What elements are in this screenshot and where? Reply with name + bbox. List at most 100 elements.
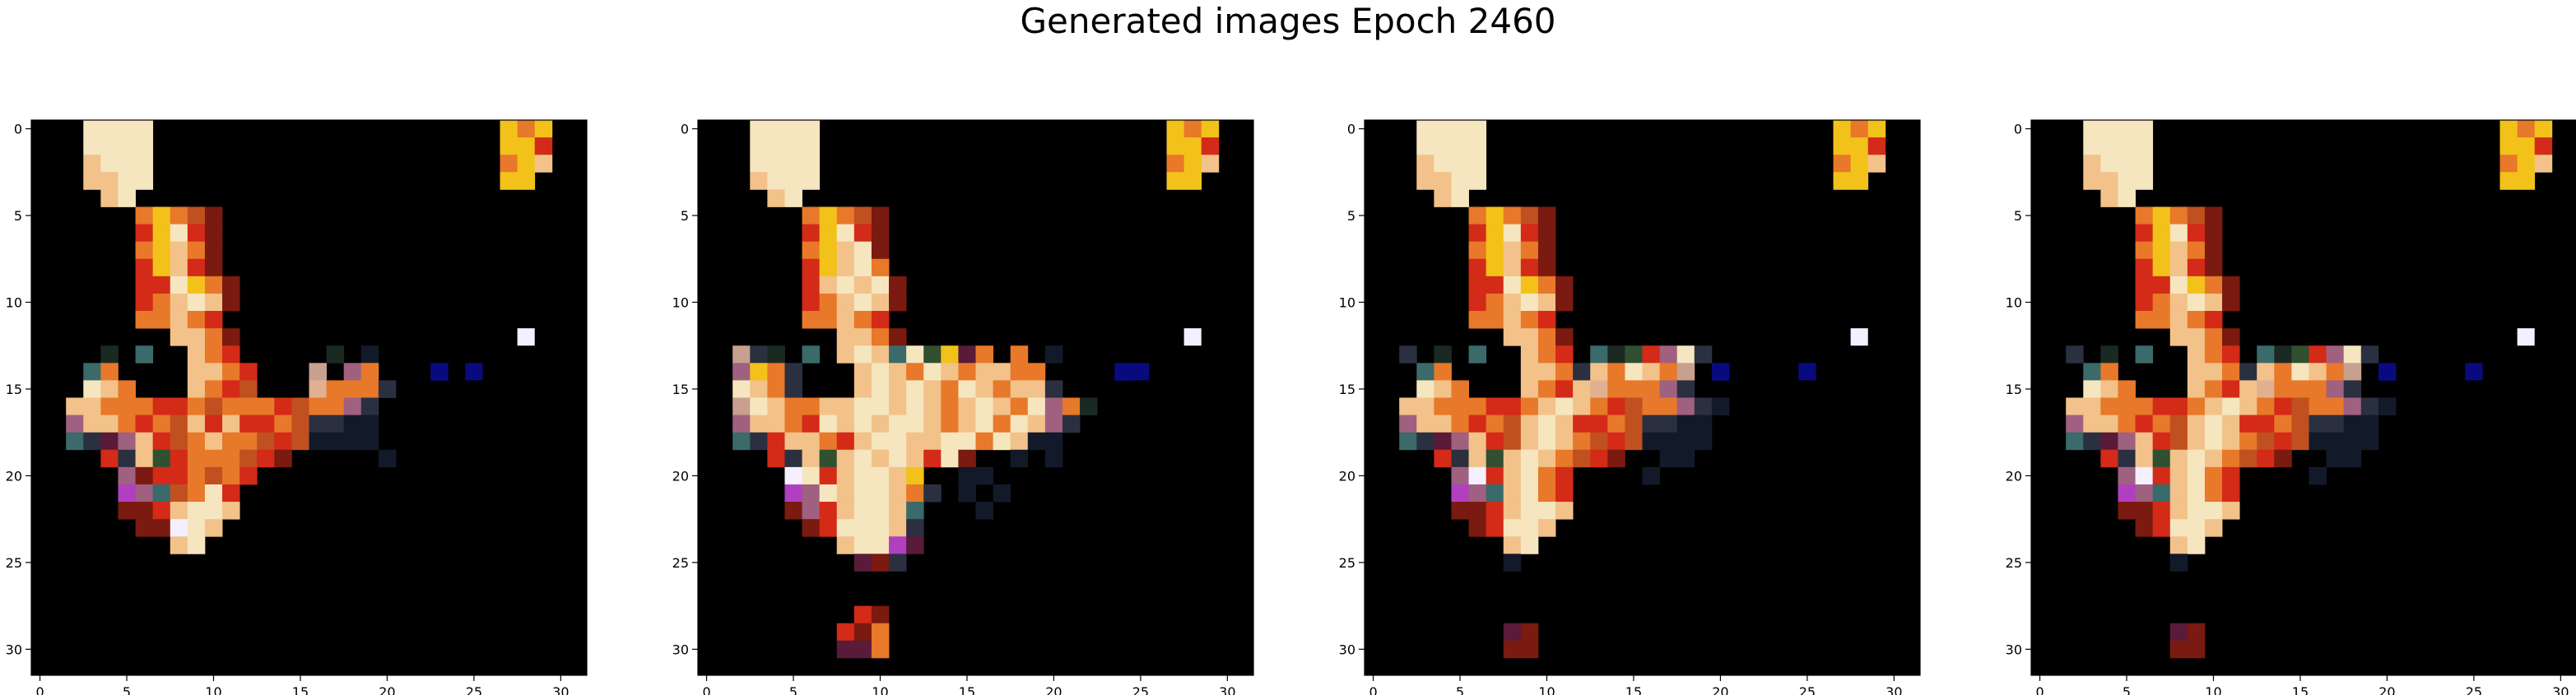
image-pixel [923,380,942,398]
image-pixel [1625,380,1643,398]
y-tick-label: 20 [1339,468,1355,484]
image-pixel [2274,380,2292,398]
image-pixel [222,328,240,346]
image-pixel [1468,519,1487,537]
image-pixel [1183,328,1202,346]
image-pixel [1590,397,1608,415]
image-pixel [1503,311,1522,329]
image-pixel [500,172,518,190]
image-pixel [1044,415,1063,433]
image-pixel [750,363,768,381]
image-pixel [1416,397,1434,415]
image-pixel [1044,397,1063,415]
image-pixel [1451,189,1469,207]
image-pixel [906,380,924,398]
image-pixel [819,449,838,468]
image-pixel [1642,466,1660,485]
image-pixel [1201,155,1220,173]
image-pixel [2187,293,2206,312]
image-pixel [853,432,872,451]
image-pixel [802,172,821,190]
image-pixel [2169,449,2188,468]
x-tick-label: 10 [1538,684,1555,695]
image-pixel [534,137,553,155]
image-pixel [1503,449,1522,468]
x-tick-label: 0 [702,684,710,695]
image-pixel [889,502,907,520]
y-tick-label: 5 [2014,208,2022,224]
image-pixel [118,120,136,138]
image-pixel [1711,363,1730,381]
image-pixel [1590,432,1608,451]
y-tick-label: 20 [6,468,22,484]
x-tick-label: 30 [1219,684,1235,695]
image-pixel [871,224,890,243]
image-pixel [1607,415,1625,433]
image-pixel [1010,345,1029,364]
image-pixel [2169,328,2188,346]
image-pixel [360,432,379,451]
image-pixel [204,206,223,225]
image-pixel [2239,363,2257,381]
x-tick-label: 15 [2292,684,2309,695]
image-pixel [853,380,872,398]
image-pixel [135,293,154,312]
image-pixel [1010,449,1029,468]
image-pixel [1503,415,1522,433]
image-pixel [2274,432,2292,451]
image-pixel [732,380,751,398]
image-pixel [2222,415,2240,433]
image-pixel [1520,623,1539,642]
image-pixel [1503,224,1522,243]
image-pixel [2118,137,2136,155]
image-pixel [1659,449,1678,468]
image-pixel [2291,345,2309,364]
image-pixel [1503,640,1522,659]
image-pixel [2187,466,2206,485]
image-pixel [239,397,258,415]
image-pixel [2239,397,2257,415]
image-pixel [889,276,907,294]
image-pixel [784,172,802,190]
image-pixel [291,432,309,451]
image-pixel [836,311,855,329]
image-pixel [958,380,976,398]
image-pixel [871,519,890,537]
image-pixel [802,466,821,485]
image-pixel [309,380,327,398]
image-pixel [1798,363,1816,381]
image-pixel [1833,120,1852,138]
image-pixel [2100,189,2118,207]
image-pixel [1399,415,1417,433]
image-pixel [871,276,890,294]
image-pixel [430,363,449,381]
image-pixel [767,449,785,468]
image-pixel [767,432,785,451]
image-pixel [853,484,872,503]
image-pixel [1451,397,1469,415]
x-tick-label: 15 [292,684,309,695]
image-pixel [100,397,119,415]
x-tick-label: 30 [552,684,569,695]
image-pixel [2291,432,2309,451]
image-pixel [1537,293,1556,312]
image-pixel [2465,363,2483,381]
image-pixel [1537,224,1556,243]
image-pixel [152,224,171,243]
x-tick-label: 5 [789,684,797,695]
y-tick-label: 5 [14,208,22,224]
image-pixel [784,397,802,415]
image-pixel [1711,397,1730,415]
image-pixel [1468,415,1487,433]
image-pixel [853,536,872,554]
image-pixel [1520,224,1539,243]
image-pixel [1555,380,1574,398]
image-pixel [152,293,171,312]
image-pixel [993,415,1011,433]
image-pixel [784,380,802,398]
image-pixel [975,363,993,381]
image-pixel [784,189,802,207]
image-pixel [187,519,206,537]
image-pixel [975,397,993,415]
image-pixel [2100,380,2118,398]
